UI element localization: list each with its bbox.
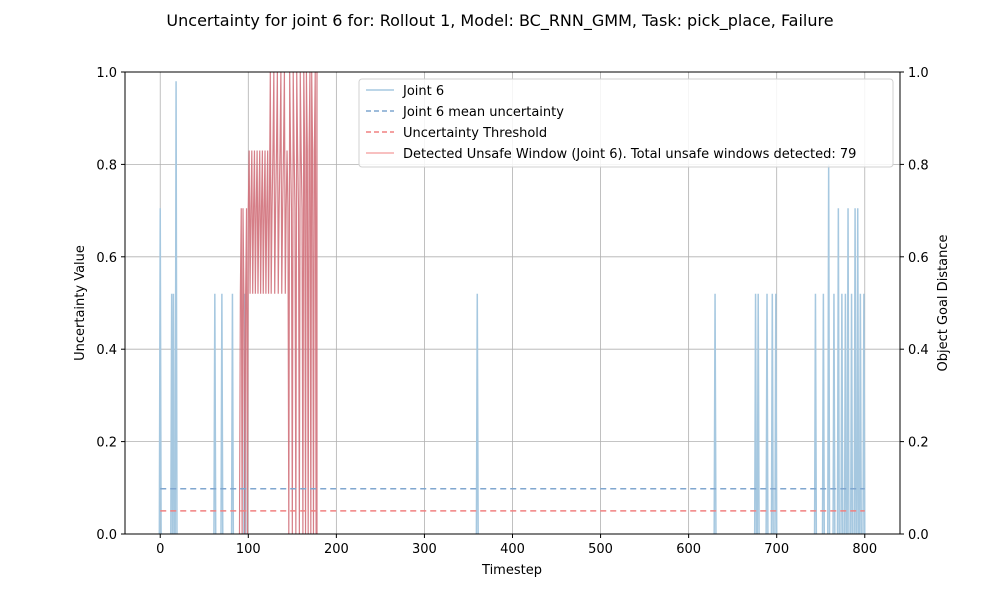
chart-title: Uncertainty for joint 6 for: Rollout 1, …: [166, 11, 833, 31]
joint-6-spike: [713, 293, 717, 535]
joint-6-spike: [213, 293, 217, 535]
legend-label-threshold: Uncertainty Threshold: [403, 126, 547, 141]
x-tick-label: 300: [412, 542, 437, 557]
y2-tick-label: 1.0: [908, 66, 929, 81]
y2-axis-ticks: 0.0 0.2 0.4 0.6 0.8 1.0: [900, 66, 929, 543]
x-tick-label: 200: [324, 542, 349, 557]
y-axis-ticks: 0.0 0.2 0.4 0.6 0.8 1.0: [96, 66, 125, 543]
x-tick-label: 100: [236, 542, 261, 557]
joint-6-spike: [846, 208, 850, 535]
y-axis-label: Uncertainty Value: [73, 245, 88, 361]
joint-6-spike: [813, 293, 818, 535]
x-axis-ticks: 0 100 200 300 400 500 600 700 800: [156, 534, 877, 557]
joint-6-spike: [856, 208, 860, 535]
joint-6-spike: [174, 81, 178, 535]
y-tick-label: 0.8: [96, 158, 117, 173]
x-tick-label: 700: [764, 542, 789, 557]
x-tick-label: 600: [676, 542, 701, 557]
joint-6-spike: [171, 293, 176, 535]
joint-6-spike: [849, 293, 854, 535]
y-tick-label: 0.4: [96, 343, 117, 358]
unsafe-window-line: [238, 71, 318, 535]
joint-6-spike: [821, 293, 826, 535]
y2-tick-label: 0.4: [908, 343, 929, 358]
y2-axis-label: Object Goal Distance: [936, 234, 951, 371]
x-axis-label: Timestep: [481, 563, 542, 578]
x-tick-label: 0: [156, 542, 164, 557]
x-tick-label: 400: [500, 542, 525, 557]
legend: Joint 6 Joint 6 mean uncertainty Uncerta…: [358, 78, 894, 168]
joint-6-spike: [862, 293, 866, 535]
joint-6-spike: [756, 293, 760, 535]
y-tick-label: 0.2: [96, 436, 117, 451]
x-tick-label: 800: [852, 542, 877, 557]
joint-6-spike: [765, 293, 769, 535]
joint-6-spike: [158, 208, 162, 535]
y-tick-label: 1.0: [96, 66, 117, 81]
x-tick-label: 500: [588, 542, 613, 557]
joint-6-spike: [853, 208, 857, 535]
joint-6-spike: [858, 293, 862, 535]
joint-6-spike: [770, 293, 774, 535]
y2-tick-label: 0.6: [908, 251, 929, 266]
legend-label-unsafe: Detected Unsafe Window (Joint 6). Total …: [403, 147, 856, 162]
y-tick-label: 0.0: [96, 528, 117, 543]
joint-6-spike: [836, 208, 840, 535]
joint-6-spike: [840, 293, 844, 535]
unsafe-window-series: [238, 71, 318, 535]
legend-label-mean: Joint 6 mean uncertainty: [402, 105, 564, 120]
joint-6-spike: [230, 293, 235, 535]
joint-6-spike: [753, 293, 758, 535]
y2-tick-label: 0.8: [908, 158, 929, 173]
y2-tick-label: 0.0: [908, 528, 929, 543]
joint-6-spike: [774, 293, 778, 535]
legend-label-joint: Joint 6: [402, 84, 444, 99]
y2-tick-label: 0.2: [908, 436, 929, 451]
joint-6-spike: [843, 293, 848, 535]
joint-6-spike: [475, 293, 479, 535]
joint-6-spike: [832, 293, 836, 535]
y-tick-label: 0.6: [96, 251, 117, 266]
joint-6-spike: [220, 293, 224, 535]
legend-box: [358, 78, 894, 168]
joint-6-spike: [827, 164, 831, 535]
